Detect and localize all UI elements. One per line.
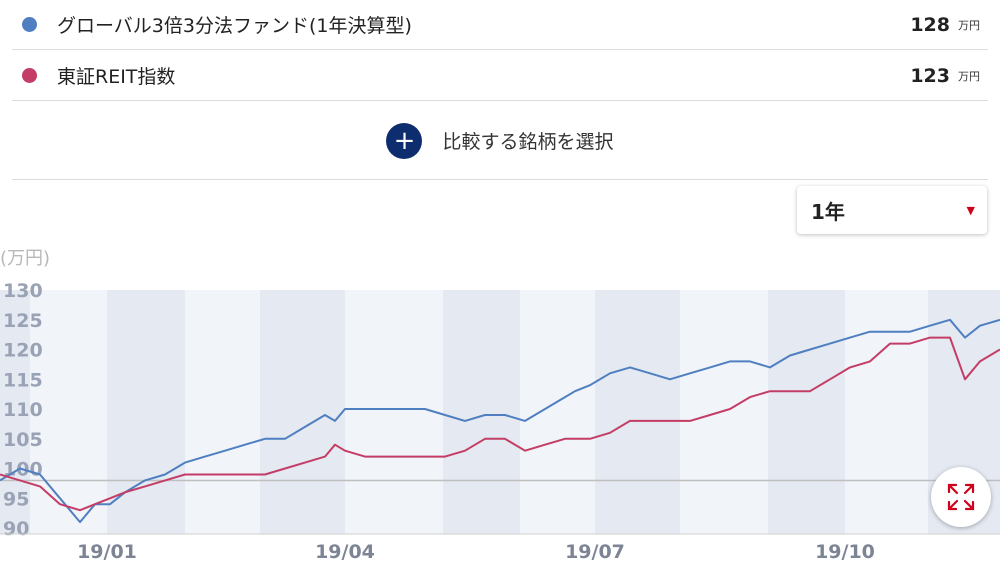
series-line-0 [0,318,1000,524]
y-tick-label: 90 [3,518,29,540]
legend-item-reit[interactable]: 東証REIT指数 123 万円 [12,51,988,101]
legend-value: 123 [910,64,950,87]
y-tick-label: 105 [3,429,43,451]
compare-button[interactable]: + 比較する銘柄を選択 [12,102,988,180]
legend-name: グローバル3倍3分法ファンド(1年決算型) [57,15,412,37]
period-select[interactable]: 1年 ▼ [797,186,987,234]
series-color-dot [22,17,37,32]
y-tick-label: 115 [3,369,43,391]
x-tick-label: 19/04 [315,541,375,563]
y-tick-label: 120 [3,340,43,362]
y-tick-label: 95 [3,488,29,510]
legend-unit: 万円 [958,18,980,32]
month-band [0,290,30,534]
y-tick-label: 110 [3,399,43,421]
plus-icon: + [386,122,423,159]
dropdown-arrow-icon: ▼ [966,203,975,217]
legend-name: 東証REIT指数 [57,66,176,88]
x-tick-label: 19/10 [815,541,875,563]
compare-label: 比較する銘柄を選択 [442,131,614,153]
y-tick-label: 130 [3,280,43,302]
legend-unit: 万円 [958,69,980,83]
series-color-dot [22,68,37,83]
month-band [768,290,845,534]
month-band [595,290,680,534]
y-tick-label: 125 [3,310,43,332]
legend-item-fund[interactable]: グローバル3倍3分法ファンド(1年決算型) 128 万円 [12,0,988,50]
legend-value: 128 [910,13,950,36]
expand-arrows-icon [947,483,975,511]
y-axis-unit-label: (万円) [0,248,51,269]
month-band [260,290,345,534]
period-selected-value: 1年 [811,199,845,224]
x-tick-label: 19/01 [77,541,137,563]
expand-button[interactable] [931,467,991,527]
x-tick-label: 19/07 [565,541,625,563]
series-line-1 [0,336,1000,512]
month-band [443,290,520,534]
